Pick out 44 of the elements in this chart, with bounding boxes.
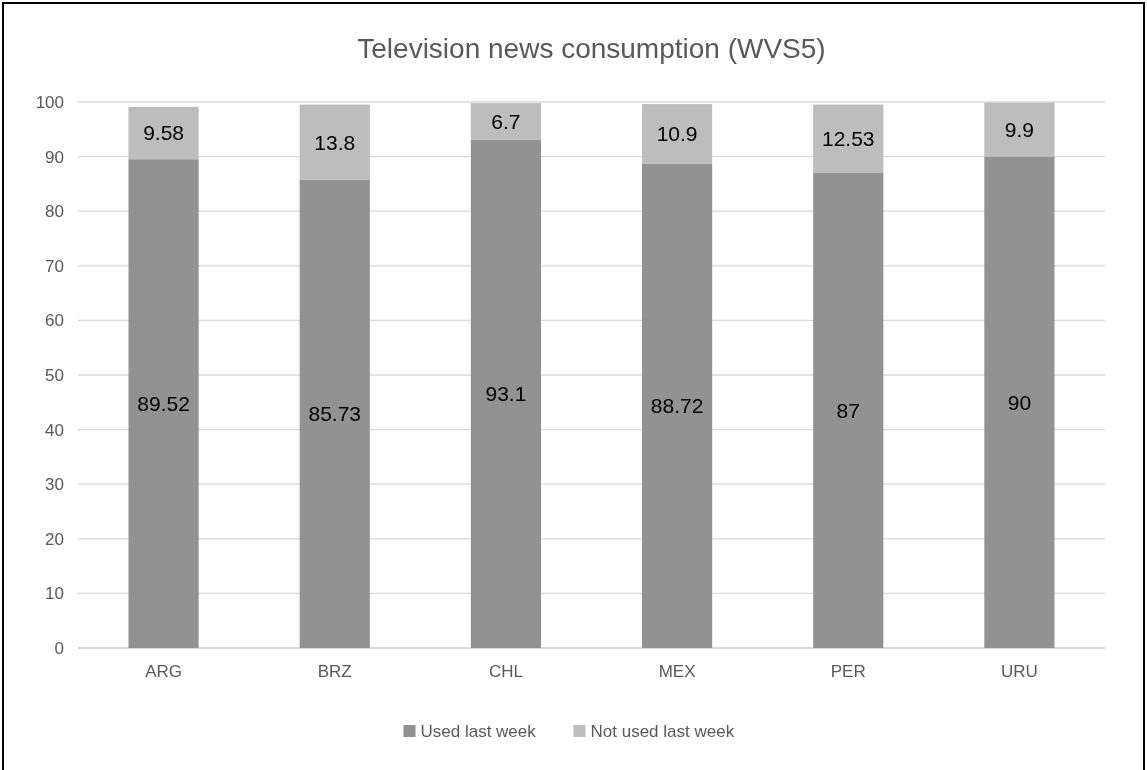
legend-label: Not used last week (590, 721, 735, 741)
data-label: 89.52 (137, 391, 190, 415)
bar (984, 102, 1055, 157)
y-tick-label: 50 (45, 365, 64, 385)
y-tick-label: 20 (45, 529, 64, 549)
x-tick-label: BRZ (317, 662, 352, 681)
data-label: 12.53 (821, 127, 875, 151)
data-label: 93.1 (485, 382, 527, 406)
bar (984, 156, 1055, 648)
x-tick-label: PER (830, 662, 866, 681)
y-tick-label: 100 (35, 92, 64, 112)
data-label: 87 (836, 398, 860, 422)
bar (641, 104, 713, 164)
legend-label: Used last week (420, 721, 537, 741)
y-tick-label: 0 (54, 638, 64, 658)
y-tick-label: 40 (45, 420, 64, 440)
chart-title: Television news consumption (WVS5) (357, 33, 826, 64)
x-tick-label: CHL (488, 662, 523, 681)
data-label: 9.58 (143, 121, 185, 145)
data-label: 90 (1007, 390, 1032, 414)
data-label: 13.8 (314, 130, 356, 154)
x-tick-label: ARG (145, 662, 183, 681)
bar (128, 159, 199, 648)
y-tick-label: 80 (45, 202, 64, 222)
y-tick-label: 30 (45, 475, 64, 495)
bar (813, 104, 884, 173)
bar (299, 179, 370, 648)
y-tick-label: 10 (45, 584, 64, 604)
data-label: 88.72 (650, 394, 704, 418)
data-label: 6.7 (491, 109, 521, 133)
bar (470, 139, 542, 648)
bar (470, 103, 542, 140)
bar (641, 163, 713, 648)
data-label: 85.73 (308, 402, 362, 426)
bar (813, 172, 884, 648)
x-tick-label: URU (1000, 662, 1038, 681)
y-tick-label: 90 (45, 147, 64, 167)
x-tick-label: MEX (658, 662, 696, 681)
data-label: 10.9 (656, 122, 698, 146)
bar (299, 104, 370, 180)
bar (128, 106, 199, 160)
data-label: 9.9 (1004, 117, 1035, 141)
y-tick-label: 70 (45, 256, 64, 276)
y-tick-label: 60 (45, 311, 64, 331)
